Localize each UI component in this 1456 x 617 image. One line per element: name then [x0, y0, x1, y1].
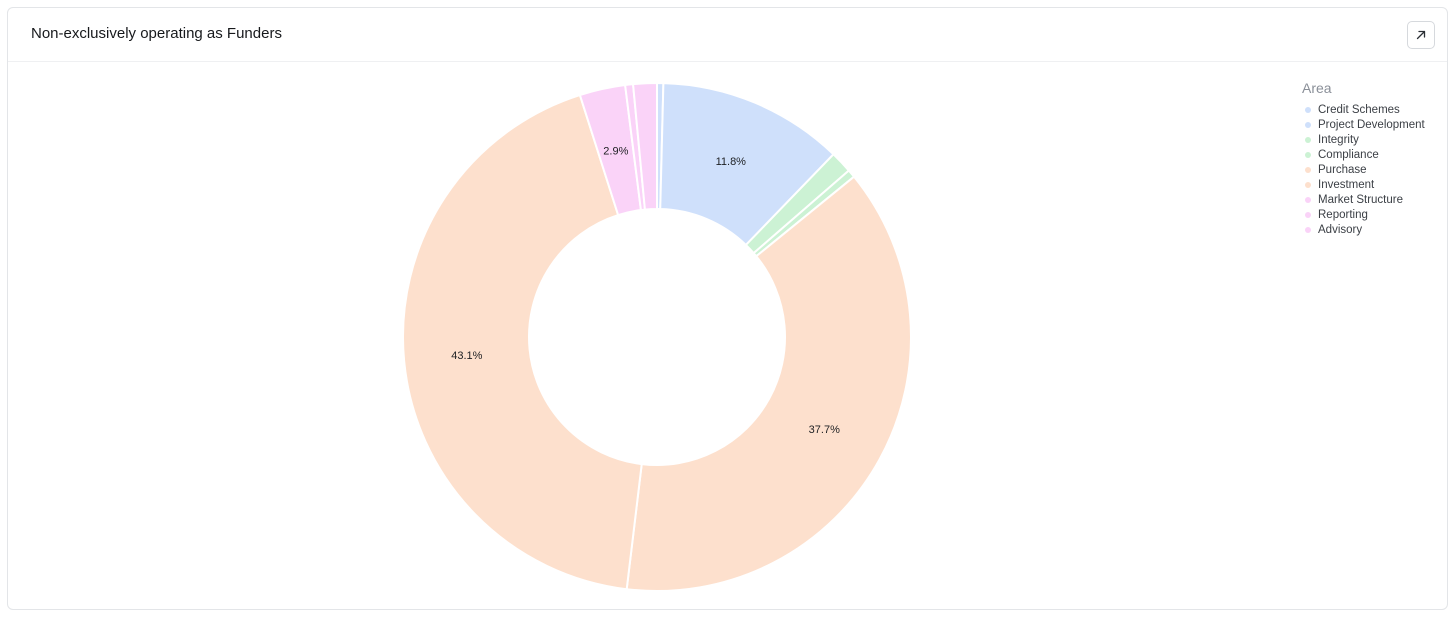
legend-item-market-structure[interactable]: Market Structure [1302, 192, 1442, 207]
legend-label: Advisory [1318, 223, 1363, 236]
legend-label: Investment [1318, 178, 1375, 191]
legend-swatch [1305, 136, 1311, 143]
legend-label: Integrity [1318, 133, 1359, 146]
card-header: Non-exclusively operating as Funders [8, 8, 1447, 62]
donut-data-label: 43.1% [451, 350, 482, 362]
legend-label: Reporting [1318, 208, 1368, 221]
donut-slice-purchase[interactable] [625, 175, 912, 592]
arrow-up-right-icon [1416, 30, 1426, 40]
legend-label: Project Development [1318, 118, 1425, 131]
legend-swatch [1305, 106, 1311, 113]
expand-button[interactable] [1407, 21, 1435, 49]
legend-label: Compliance [1318, 148, 1379, 161]
donut-data-label: 37.7% [809, 424, 840, 436]
donut-data-label: 2.9% [603, 145, 628, 157]
legend-swatch [1305, 151, 1311, 158]
chart-card: Non-exclusively operating as Funders 11.… [7, 7, 1448, 610]
donut-slice-investment[interactable] [402, 93, 643, 591]
legend: Area Credit Schemes Project Development In… [1302, 80, 1442, 237]
legend-swatch [1305, 226, 1311, 233]
legend-item-reporting[interactable]: Reporting [1302, 207, 1442, 222]
legend-item-purchase[interactable]: Purchase [1302, 162, 1442, 177]
legend-swatch [1305, 211, 1311, 218]
legend-item-project-development[interactable]: Project Development [1302, 117, 1442, 132]
donut-chart: 11.8% 37.7% 43.1% 2.9% [402, 81, 912, 592]
legend-item-integrity[interactable]: Integrity [1302, 132, 1442, 147]
legend-label: Purchase [1318, 163, 1367, 176]
legend-label: Market Structure [1318, 193, 1403, 206]
legend-swatch [1305, 121, 1311, 128]
legend-item-advisory[interactable]: Advisory [1302, 222, 1442, 237]
chart-title: Non-exclusively operating as Funders [31, 25, 282, 42]
legend-swatch [1305, 166, 1311, 173]
legend-title: Area [1302, 80, 1332, 96]
donut-slice-advisory[interactable] [631, 81, 658, 211]
legend-swatch [1305, 181, 1311, 188]
donut-data-label: 11.8% [716, 156, 747, 168]
legend-item-credit-schemes[interactable]: Credit Schemes [1302, 102, 1442, 117]
legend-item-compliance[interactable]: Compliance [1302, 147, 1442, 162]
legend-swatch [1305, 196, 1311, 203]
legend-label: Credit Schemes [1318, 103, 1400, 116]
legend-item-investment[interactable]: Investment [1302, 177, 1442, 192]
